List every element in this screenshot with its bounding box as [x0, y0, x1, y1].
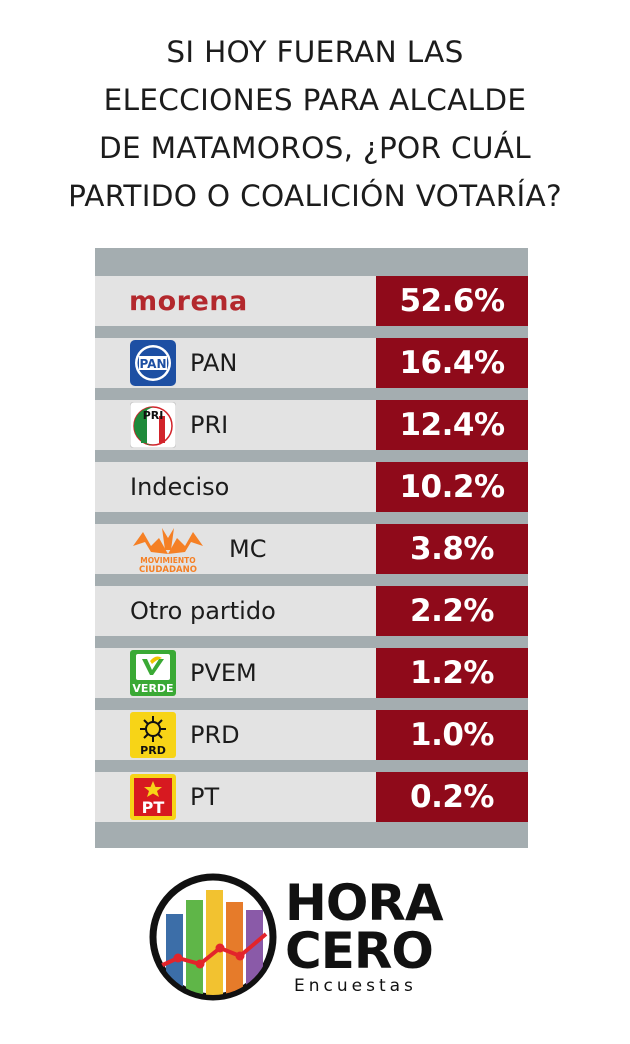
pri-logo-icon: PRI: [130, 402, 176, 448]
hora-cero-logo: HORA CERO Encuestas: [148, 872, 488, 1002]
pan-logo-text: PAN: [139, 357, 166, 371]
pan-logo-icon: PAN: [130, 340, 176, 386]
chart-title: SI HOY FUERAN LAS ELECCIONES PARA ALCALD…: [0, 28, 630, 220]
prd-logo-text: PRD: [140, 744, 166, 757]
mc-logo-text-2: CIUDADANO: [139, 565, 197, 574]
label-cell: morena: [95, 276, 376, 326]
value-cell: 3.8%: [376, 524, 528, 574]
value-cell: 2.2%: [376, 586, 528, 636]
hora-cero-emblem-icon: [149, 873, 277, 1001]
brand-line-2: CERO: [285, 922, 434, 980]
title-line-4: PARTIDO O COALICIÓN VOTARÍA?: [68, 179, 562, 213]
pvem-logo-text: VERDE: [132, 682, 173, 695]
title-line-2: ELECCIONES PARA ALCALDE: [103, 83, 527, 117]
party-name: PRD: [190, 721, 240, 749]
label-cell: Indeciso: [95, 462, 376, 512]
label-cell: Otro partido: [95, 586, 376, 636]
label-cell: PAN PAN: [95, 338, 376, 388]
value-cell: 0.2%: [376, 772, 528, 822]
label-cell: VERDE PVEM: [95, 648, 376, 698]
value-cell: 12.4%: [376, 400, 528, 450]
table-row: PRI PRI 12.4%: [95, 400, 528, 450]
label-cell: PT PT: [95, 772, 376, 822]
pt-logo-text: PT: [142, 798, 165, 817]
results-table: morena 52.6% PAN PAN 16.4% P: [95, 248, 528, 848]
table-row: PRD PRD 1.0%: [95, 710, 528, 760]
party-name: Otro partido: [130, 597, 276, 625]
label-cell: MOVIMIENTO CIUDADANO MC: [95, 524, 376, 574]
party-name: PT: [190, 783, 220, 811]
party-name: PRI: [190, 411, 229, 439]
value-cell: 1.2%: [376, 648, 528, 698]
title-line-3: DE MATAMOROS, ¿POR CUÁL: [98, 131, 532, 165]
table-row: Indeciso 10.2%: [95, 462, 528, 512]
title-line-1: SI HOY FUERAN LAS: [166, 35, 464, 69]
brand-line-1: HORA: [285, 874, 444, 932]
table-row: Otro partido 2.2%: [95, 586, 528, 636]
party-name: Indeciso: [130, 473, 230, 501]
label-cell: PRD PRD: [95, 710, 376, 760]
table-row: VERDE PVEM 1.2%: [95, 648, 528, 698]
party-name: PVEM: [190, 659, 257, 687]
pt-logo-icon: PT: [130, 774, 176, 820]
value-cell: 1.0%: [376, 710, 528, 760]
mc-logo-text-1: MOVIMIENTO: [140, 556, 195, 565]
table-row: PAN PAN 16.4%: [95, 338, 528, 388]
prd-logo-icon: PRD: [130, 712, 176, 758]
table-row: MOVIMIENTO CIUDADANO MC 3.8%: [95, 524, 528, 574]
table-row: morena 52.6%: [95, 276, 528, 326]
pvem-logo-icon: VERDE: [130, 650, 176, 696]
morena-wordmark: morena: [129, 285, 248, 317]
party-name: MC: [229, 535, 267, 563]
value-cell: 52.6%: [376, 276, 528, 326]
table-row: PT PT 0.2%: [95, 772, 528, 822]
party-name: PAN: [190, 349, 238, 377]
value-cell: 10.2%: [376, 462, 528, 512]
pri-logo-text: PRI: [143, 409, 164, 422]
label-cell: PRI PRI: [95, 400, 376, 450]
value-cell: 16.4%: [376, 338, 528, 388]
movimiento-ciudadano-logo-icon: MOVIMIENTO CIUDADANO: [133, 528, 203, 574]
brand-line-3: Encuestas: [294, 976, 417, 996]
